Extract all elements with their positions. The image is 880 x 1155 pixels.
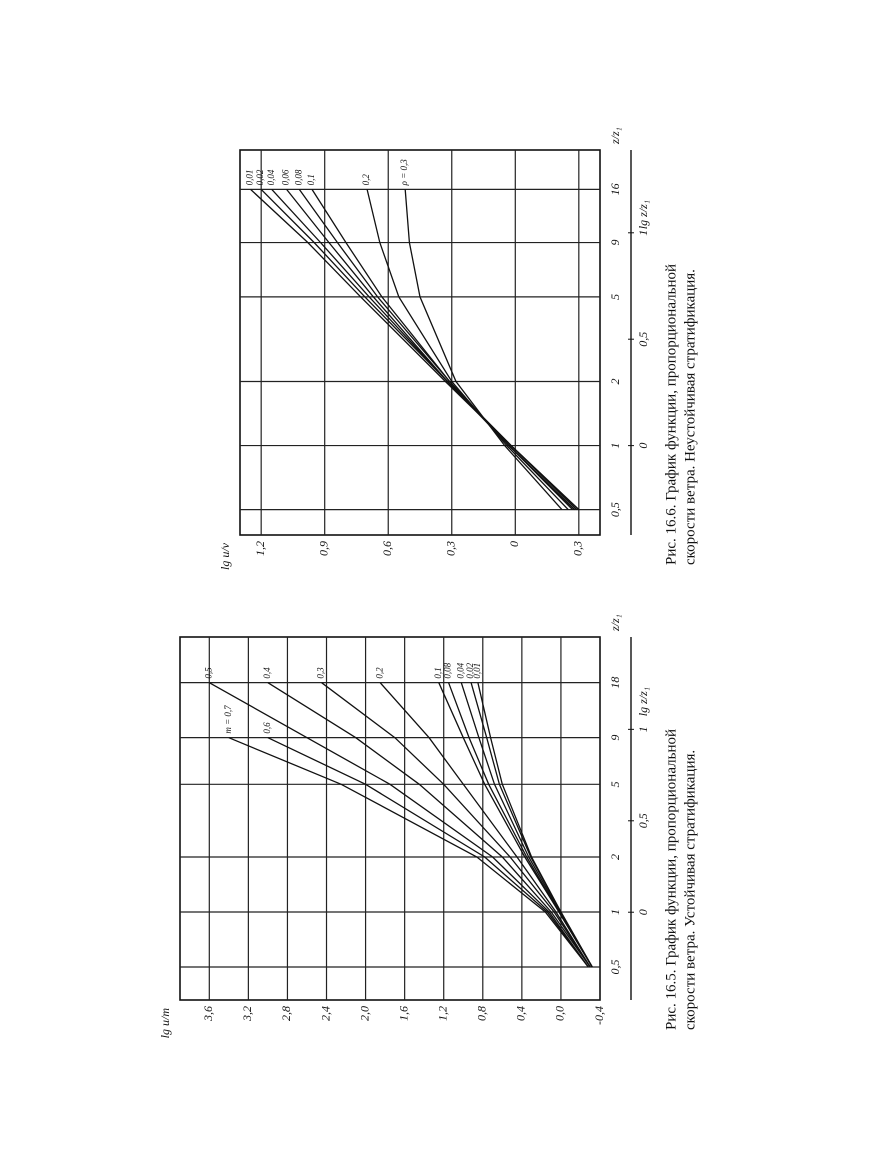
curve [228,737,589,968]
x2-tick-label: 0,5 [636,332,650,347]
curve [208,682,589,968]
figure-caption: Рис. 16.6. График функции, пропорциональ… [663,264,679,565]
curve [271,188,578,511]
figure: 0,3 0 0,3 0,6 0,9 1,2 0,5 1 2 5 9 16 0 0,5 1 z/z₁ lg z/z… [218,127,699,570]
y-tick-label: 0,3 [444,541,458,556]
x2-tick-label: 1 [636,230,650,236]
plot-frame [239,149,601,536]
curve-label: 0,04 [266,169,276,185]
curve-label: 0,04 [455,662,465,678]
curve [366,189,569,511]
curve-label: 0,5 [203,667,213,679]
x-tick-label: 5 [608,294,622,300]
x-tick-label: 9 [608,735,622,741]
curve [267,737,589,968]
curve [379,682,591,968]
y-tick-label: 0,3 [571,541,585,556]
curve [321,682,591,968]
x-tick-label: 2 [608,379,622,385]
curve [250,188,580,511]
y-tick-label: 3,2 [240,1006,254,1022]
curve [438,682,593,968]
curve-label: 0,08 [443,662,453,678]
curve [460,682,593,968]
x-axis-label: z/z₁ [608,127,622,145]
curve [286,188,576,511]
curve-label: 0,1 [306,174,316,185]
y-tick-label: 2,0 [357,1006,371,1021]
curve [477,682,593,968]
y-tick-label: 0,6 [380,541,394,556]
curve-label: 0,6 [262,722,272,734]
y-axis-label: lg u/v [218,542,232,570]
curve-label: 0,01 [472,663,482,679]
figure-caption: скорости ветра. Неустойчивая стратификац… [682,269,698,565]
y-tick-label: 0,0 [553,1006,567,1021]
curve-label: 0,06 [281,169,291,185]
x-tick-label: 0,5 [608,960,622,975]
y-axis-label: lg u/m [158,1008,172,1039]
figure-caption: Рис. 16.5. График функции, пропорциональ… [663,729,679,1030]
x2-axis-label: lg z/z₁ [636,687,650,716]
y-tick-label: 1,6 [396,1006,410,1021]
x-tick-label: 1 [608,443,622,449]
y-tick-label: 3,6 [201,1006,215,1022]
curve-label: 0,02 [465,662,475,678]
x2-tick-label: 1 [636,726,650,732]
y-tick-label: 0 [507,541,521,547]
plot-frame [179,636,601,1001]
curve-label: 0,4 [262,667,272,679]
curve-label: 0,01 [245,170,255,186]
x-tick-label: 1 [608,909,622,915]
y-tick-label: 0,8 [475,1006,489,1021]
x-tick-label: 9 [608,240,622,246]
y-tick-label: 1,2 [435,1006,449,1021]
y-tick-label: 0,9 [316,541,330,556]
curve [267,682,591,968]
curve [311,189,573,511]
curve-label: 0,2 [361,174,371,186]
x-tick-label: 16 [608,183,622,195]
x-tick-label: 2 [608,854,622,860]
curve [470,682,593,968]
curve [298,189,576,511]
y-tick-label: 2,4 [318,1006,332,1021]
figure: -0,4 0,0 0,4 0,8 1,2 1,6 2,0 2,4 2,8 3,2 3,6 0,5 1 2 5… [158,614,699,1038]
x-tick-label: 0,5 [608,502,622,517]
y-tick-label: 1,2 [253,541,267,556]
y-tick-label: 2,8 [279,1006,293,1021]
x2-tick-label: 0 [636,443,650,449]
curve-label: ρ = 0,3 [399,159,409,187]
curve-label: 0,08 [293,169,303,185]
x-axis-label: z/z₁ [608,614,622,632]
curve-label: 0,02 [255,169,265,185]
y-tick-label: 0,4 [514,1006,528,1021]
y-tick-label: -0,4 [592,1006,606,1025]
curve-label: m = 0,7 [223,705,233,734]
curve-label: 0,2 [374,667,384,679]
x2-tick-label: 0,5 [636,813,650,828]
x2-tick-label: 0 [636,909,650,915]
curve-label: 0,3 [316,667,326,679]
curve-label: 0,1 [433,667,443,678]
x-tick-label: 18 [608,677,622,689]
curve [404,189,563,511]
x-tick-label: 5 [608,781,622,787]
curve [447,682,593,968]
figure-caption: скорости ветра. Устойчивая стратификация… [682,750,698,1030]
x2-axis-label: lg z/z₁ [636,200,650,229]
